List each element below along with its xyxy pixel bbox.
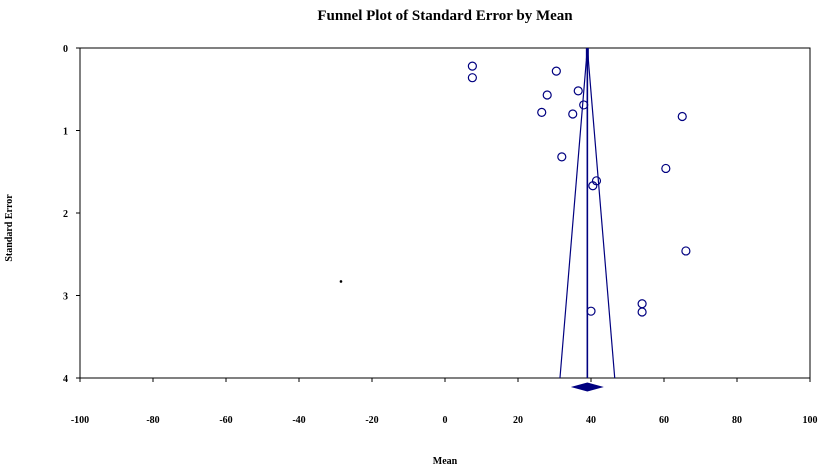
x-tick-label: -100 (71, 415, 89, 426)
y-axis-label: Standard Error (4, 194, 15, 262)
summary-diamond (570, 382, 604, 392)
x-tick-label: -20 (365, 415, 378, 426)
study-point (586, 306, 596, 316)
plot-frame (79, 47, 811, 379)
x-tick-label: -40 (292, 415, 305, 426)
study-point (573, 86, 583, 96)
study-point (579, 100, 589, 110)
study-point (681, 246, 691, 256)
y-tick-label: 1 (63, 127, 68, 138)
study-point (537, 107, 547, 117)
x-tick-label: 80 (732, 415, 742, 426)
x-tick-label: -80 (146, 415, 159, 426)
study-point (467, 73, 477, 83)
x-tick-label: 20 (513, 415, 523, 426)
study-point (588, 181, 598, 191)
y-tick-label: 3 (63, 292, 68, 303)
funnel-right-line (586, 47, 616, 379)
y-axis-ticks: 0 1 2 3 4 (63, 44, 80, 385)
x-tick-label: 100 (803, 415, 818, 426)
chart-title: Funnel Plot of Standard Error by Mean (317, 8, 573, 24)
y-tick-label: 4 (63, 374, 68, 385)
study-point (551, 66, 561, 76)
x-axis-ticks: -100 -80 -60 -40 -20 0 20 40 60 80 100 (71, 378, 818, 426)
funnel-left-line (559, 47, 588, 379)
plot-area (79, 47, 811, 379)
stray-point (339, 280, 343, 283)
study-point (568, 109, 578, 119)
x-tick-label: 60 (659, 415, 669, 426)
study-point (637, 299, 647, 309)
study-point (637, 307, 647, 317)
study-point (661, 163, 671, 174)
funnel (559, 47, 616, 392)
study-points (339, 61, 691, 317)
y-tick-label: 2 (63, 209, 68, 220)
x-tick-label: -60 (219, 415, 232, 426)
x-tick-label: 0 (443, 415, 448, 426)
x-axis-label: Mean (433, 456, 458, 467)
study-point (677, 111, 687, 122)
x-tick-label: 40 (586, 415, 596, 426)
y-tick-label: 0 (63, 44, 68, 55)
study-point (557, 152, 567, 162)
study-point (542, 90, 552, 100)
study-point (467, 61, 477, 71)
